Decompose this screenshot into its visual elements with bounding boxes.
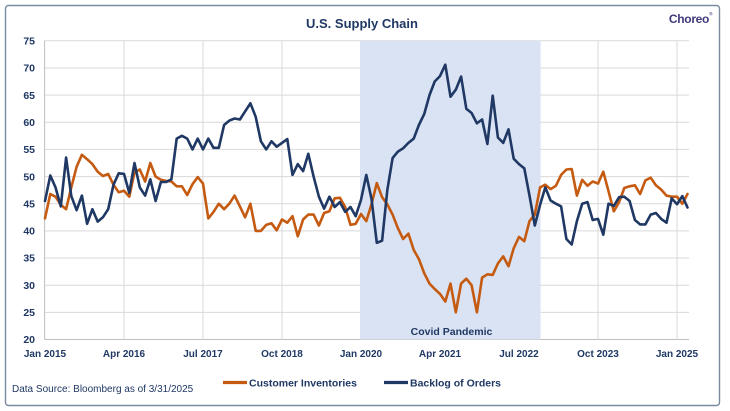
y-tick-label: 50 [23, 171, 35, 183]
choreo-logo: Choreo [669, 12, 709, 26]
y-tick-label: 70 [23, 63, 35, 75]
y-tick-label: 55 [23, 144, 35, 156]
x-tick-label: Oct 2018 [261, 349, 303, 360]
x-tick-label: Jan 2025 [656, 349, 699, 360]
y-tick-label: 25 [23, 307, 35, 319]
y-tick-label: 30 [23, 280, 35, 292]
series-line-backlog-of-orders [43, 63, 689, 246]
x-tick-label: Apr 2016 [103, 349, 146, 360]
x-tick-label: Jul 2017 [183, 349, 223, 360]
x-tick-label: Jul 2022 [499, 349, 539, 360]
registered-mark-icon: ® [709, 11, 713, 17]
y-tick-label: 45 [23, 198, 35, 210]
x-tick-label: Apr 2021 [419, 349, 462, 360]
covid-band-label: Covid Pandemic [411, 326, 493, 338]
y-tick-label: 20 [23, 334, 35, 346]
series-line-customer-inventories [43, 153, 689, 314]
x-tick-label: Oct 2023 [577, 349, 619, 360]
x-tick-label: Jan 2015 [24, 349, 67, 360]
y-tick-label: 60 [23, 117, 35, 129]
y-tick-label: 65 [23, 90, 35, 102]
source-note: Data Source: Bloomberg as of 3/31/2025 [12, 384, 194, 395]
legend-label-backlog-of-orders: Backlog of Orders [410, 378, 501, 390]
legend-label-customer-inventories: Customer Inventories [249, 378, 357, 390]
y-tick-label: 40 [23, 226, 35, 238]
chart-title: U.S. Supply Chain [306, 16, 418, 31]
y-tick-label: 75 [23, 36, 35, 48]
legend: Customer Inventories Backlog of Orders [223, 378, 501, 390]
x-tick-label: Jan 2020 [340, 349, 383, 360]
y-tick-label: 35 [23, 253, 35, 265]
